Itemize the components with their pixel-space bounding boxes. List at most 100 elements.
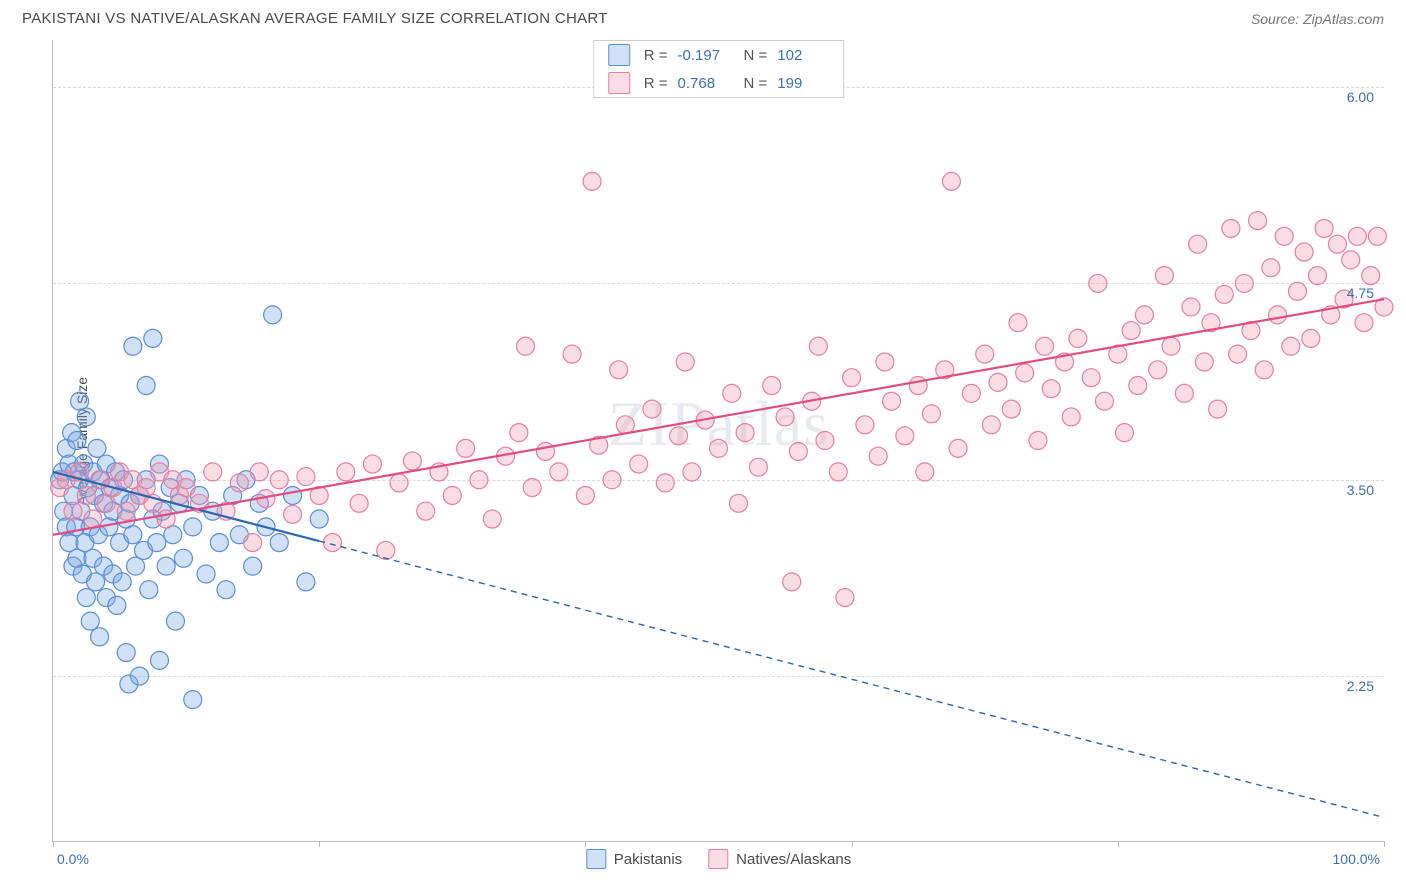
data-point xyxy=(117,502,135,520)
data-point xyxy=(457,439,475,457)
data-point xyxy=(131,667,149,685)
data-point xyxy=(1368,227,1386,245)
data-point xyxy=(1129,377,1147,395)
data-point xyxy=(763,377,781,395)
data-point xyxy=(204,463,222,481)
data-point xyxy=(1255,361,1273,379)
data-point xyxy=(108,596,126,614)
data-point xyxy=(1209,400,1227,418)
data-point xyxy=(829,463,847,481)
data-point xyxy=(656,474,674,492)
data-point xyxy=(337,463,355,481)
data-point xyxy=(150,651,168,669)
trend-line-solid xyxy=(53,299,1384,535)
source-label: Source: ZipAtlas.com xyxy=(1251,11,1384,27)
data-point xyxy=(816,432,834,450)
data-point xyxy=(174,549,192,567)
data-point xyxy=(124,337,142,355)
data-point xyxy=(856,416,874,434)
data-point xyxy=(670,427,688,445)
data-point xyxy=(403,452,421,470)
data-point xyxy=(976,345,994,363)
data-point xyxy=(876,353,894,371)
data-point xyxy=(1262,259,1280,277)
ytick-label: 3.50 xyxy=(1347,482,1374,498)
data-point xyxy=(610,361,628,379)
correlation-stats-box: R = -0.197 N = 102 R = 0.768 N = 199 xyxy=(593,40,845,98)
data-point xyxy=(377,541,395,559)
data-point xyxy=(264,306,282,324)
data-point xyxy=(1175,384,1193,402)
data-point xyxy=(989,373,1007,391)
ytick-label: 4.75 xyxy=(1347,285,1374,301)
data-point xyxy=(1182,298,1200,316)
data-point xyxy=(1029,432,1047,450)
data-point xyxy=(350,494,368,512)
data-point xyxy=(144,329,162,347)
trend-line-dashed xyxy=(319,541,1384,817)
xtick xyxy=(319,841,320,847)
data-point xyxy=(1122,322,1140,340)
xtick xyxy=(1118,841,1119,847)
data-point xyxy=(630,455,648,473)
stats-row-series-1: R = 0.768 N = 199 xyxy=(594,69,844,97)
data-point xyxy=(77,589,95,607)
data-point xyxy=(883,392,901,410)
data-point xyxy=(1189,235,1207,253)
data-point xyxy=(230,474,248,492)
data-point xyxy=(1222,219,1240,237)
data-point xyxy=(723,384,741,402)
data-point xyxy=(483,510,501,528)
data-point xyxy=(643,400,661,418)
data-point xyxy=(81,612,99,630)
data-point xyxy=(250,463,268,481)
data-point xyxy=(1362,267,1380,285)
chart-header: PAKISTANI VS NATIVE/ALASKAN AVERAGE FAMI… xyxy=(0,0,1406,33)
data-point xyxy=(1135,306,1153,324)
data-point xyxy=(909,377,927,395)
stats-row-series-0: R = -0.197 N = 102 xyxy=(594,41,844,69)
r-value-series-1: 0.768 xyxy=(678,75,730,92)
data-point xyxy=(536,442,554,460)
data-point xyxy=(729,494,747,512)
data-point xyxy=(1355,314,1373,332)
data-point xyxy=(1229,345,1247,363)
data-point xyxy=(84,510,102,528)
r-label: R = xyxy=(644,75,668,92)
data-point xyxy=(184,691,202,709)
chart-title: PAKISTANI VS NATIVE/ALASKAN AVERAGE FAMI… xyxy=(22,10,608,27)
data-point xyxy=(1235,274,1253,292)
data-point xyxy=(1282,337,1300,355)
data-point xyxy=(1036,337,1054,355)
n-value-series-0: 102 xyxy=(777,47,829,64)
data-point xyxy=(297,468,315,486)
data-point xyxy=(962,384,980,402)
scatter-svg xyxy=(53,40,1384,841)
data-point xyxy=(783,573,801,591)
data-point xyxy=(710,439,728,457)
data-point xyxy=(550,463,568,481)
data-point xyxy=(148,534,166,552)
data-point xyxy=(1016,364,1034,382)
xtick xyxy=(585,841,586,847)
swatch-series-0 xyxy=(608,44,630,66)
data-point xyxy=(177,479,195,497)
data-point xyxy=(1149,361,1167,379)
data-point xyxy=(949,439,967,457)
data-point xyxy=(91,628,109,646)
data-point xyxy=(184,518,202,536)
bottom-legend: Pakistanis Natives/Alaskans xyxy=(586,849,851,869)
data-point xyxy=(64,502,82,520)
data-point xyxy=(297,573,315,591)
legend-item-series-1: Natives/Alaskans xyxy=(708,849,851,869)
data-point xyxy=(284,486,302,504)
data-point xyxy=(523,479,541,497)
data-point xyxy=(1062,408,1080,426)
data-point xyxy=(310,510,328,528)
x-axis-min-label: 0.0% xyxy=(57,851,89,867)
data-point xyxy=(1195,353,1213,371)
data-point xyxy=(776,408,794,426)
data-point xyxy=(124,526,142,544)
data-point xyxy=(836,589,854,607)
data-point xyxy=(916,463,934,481)
